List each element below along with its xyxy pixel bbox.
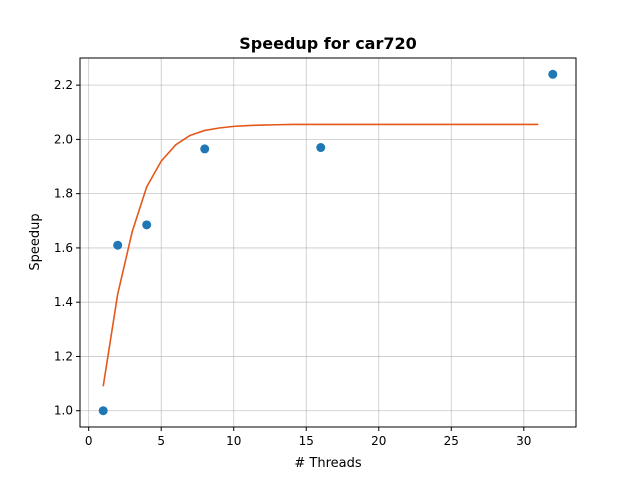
y-axis-label: Speedup [28,213,43,270]
x-tick-label: 5 [157,434,165,448]
y-tick-label: 1.2 [54,349,73,363]
axis-ticks: 0 5 10 15 20 25 30 1.0 1.2 1.4 1.6 1.8 2.0 2.2 [54,78,532,448]
data-point [548,69,558,79]
x-tick-label: 10 [226,434,241,448]
y-tick-label: 1.4 [54,295,73,309]
x-axis-label: # Threads [294,456,361,471]
x-tick-label: 25 [444,434,459,448]
chart-title: Speedup for car720 [239,34,417,53]
y-tick-label: 2.2 [54,78,73,92]
plot-frame [79,57,577,428]
fit-line [102,123,539,387]
data-point [142,220,152,230]
y-tick-label: 2.0 [54,132,73,146]
plot-series [98,69,558,416]
x-tick-label: 30 [516,434,531,448]
x-tick-label: 20 [371,434,386,448]
grid [80,58,576,427]
data-point [200,144,210,154]
data-point [316,143,326,153]
data-point [98,406,108,416]
data-point [113,240,123,250]
x-tick-label: 15 [299,434,314,448]
y-tick-label: 1.6 [54,241,73,255]
y-tick-label: 1.0 [54,404,73,418]
x-tick-label: 0 [85,434,93,448]
y-tick-label: 1.8 [54,187,73,201]
